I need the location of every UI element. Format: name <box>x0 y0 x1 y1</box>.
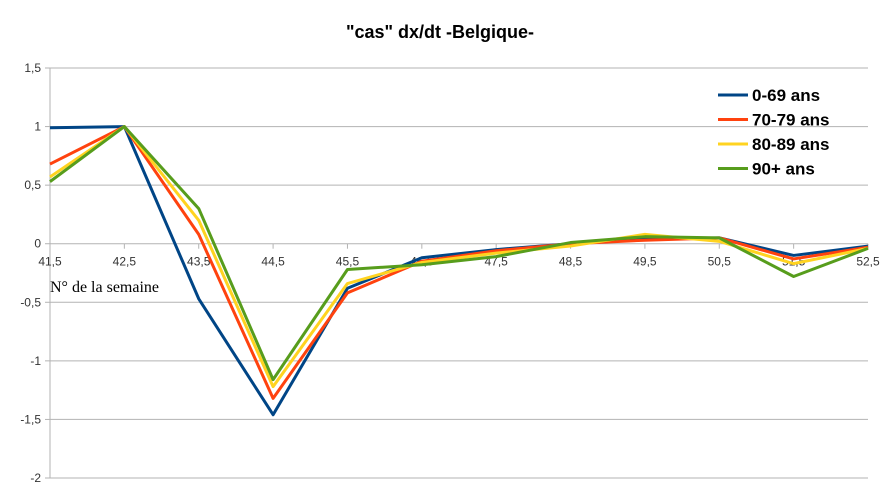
x-tick-label: 48,5 <box>559 255 583 269</box>
y-tick-label: -1 <box>30 354 41 368</box>
x-tick-label: 50,5 <box>708 255 732 269</box>
y-tick-label: 1 <box>34 120 41 134</box>
legend-label: 70-79 ans <box>752 111 830 130</box>
chart-title: "cas" dx/dt -Belgique- <box>346 22 534 42</box>
legend-label: 90+ ans <box>752 160 815 179</box>
legend-label: 0-69 ans <box>752 86 820 105</box>
x-tick-label: 49,5 <box>633 255 657 269</box>
legend-label: 80-89 ans <box>752 135 830 154</box>
series-line-70-79-ans <box>49 125 869 400</box>
y-tick-label: 0,5 <box>24 178 41 192</box>
x-axis-label: N° de la semaine <box>50 279 159 296</box>
y-tick-label: 1,5 <box>24 61 41 75</box>
legend: 0-69 ans 70-79 ans 80-89 ans 90+ ans <box>718 86 830 179</box>
gridlines <box>45 67 868 479</box>
x-tick-label: 44,5 <box>261 255 285 269</box>
x-tick-label: 43,5 <box>187 255 211 269</box>
x-tick-label: 52,5 <box>856 255 880 269</box>
y-tick-label: -1,5 <box>20 412 41 426</box>
y-axis-ticks: 1,5 1 0,5 0 -0,5 -1 -1,5 -2 <box>20 61 41 485</box>
series-lines <box>49 125 869 417</box>
x-axis-ticks: 41,5 42,5 43,5 44,5 45,5 46,5 47,5 48,5 49,5 50,5… <box>38 243 880 269</box>
y-tick-label: -0,5 <box>20 295 41 309</box>
y-tick-label: 0 <box>34 237 41 251</box>
series-line-80-89-ans <box>49 125 869 389</box>
x-tick-label: 45,5 <box>336 255 360 269</box>
x-tick-label: 42,5 <box>113 255 137 269</box>
series-line-90-ans <box>49 125 869 382</box>
y-tick-label: -2 <box>30 471 41 485</box>
x-tick-label: 41,5 <box>38 255 62 269</box>
